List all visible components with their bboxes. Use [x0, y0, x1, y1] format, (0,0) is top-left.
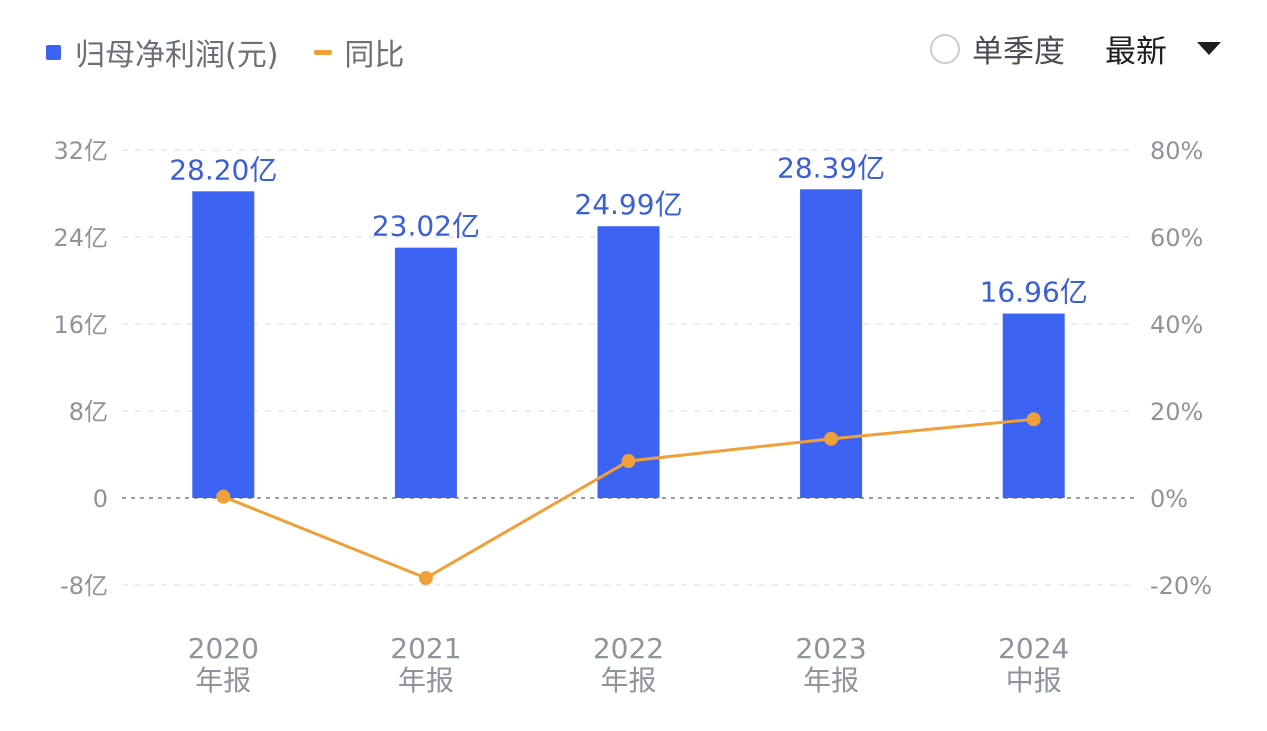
yoy-point — [418, 571, 433, 586]
yoy-point — [216, 489, 231, 504]
bar-profit — [192, 191, 255, 498]
left-axis-tick-label: 24亿 — [53, 224, 108, 252]
line-legend-label: 同比 — [344, 38, 405, 73]
yoy-point — [1026, 412, 1041, 427]
bar-profit — [394, 247, 457, 498]
quarter-toggle-label[interactable]: 单季度 — [972, 34, 1065, 70]
bar-legend-swatch — [46, 44, 61, 60]
left-axis-tick-label: 0 — [93, 485, 108, 513]
x-axis-period-label: 中报 — [1006, 664, 1062, 697]
right-axis-tick-label: 0% — [1150, 485, 1188, 513]
left-axis-tick-label: 32亿 — [53, 137, 108, 165]
left-axis-tick-label: 8亿 — [69, 398, 108, 426]
left-axis-tick-label: -8亿 — [60, 572, 108, 600]
period-select-value[interactable]: 最新 — [1105, 34, 1167, 70]
x-axis-year-label: 2022 — [593, 632, 664, 665]
right-axis-tick-label: 40% — [1150, 311, 1203, 339]
caret-down-icon[interactable] — [1197, 42, 1221, 55]
right-axis-tick-label: -20% — [1150, 572, 1212, 600]
chart-controls: 单季度 最新 — [930, 26, 1221, 71]
x-axis-year-label: 2023 — [795, 632, 866, 665]
bar-profit — [800, 189, 863, 499]
left-axis-tick-label: 16亿 — [53, 311, 108, 339]
quarter-radio[interactable] — [930, 33, 960, 64]
x-axis-period-label: 年报 — [803, 664, 859, 697]
yoy-point — [824, 431, 839, 446]
right-axis-tick-label: 60% — [1150, 224, 1203, 252]
x-axis-year-label: 2021 — [390, 632, 461, 665]
line-legend-swatch — [314, 49, 333, 55]
x-axis-year-label: 2024 — [998, 632, 1069, 665]
x-axis-year-label: 2020 — [188, 632, 259, 665]
legend: 归母净利润(元) 同比 — [46, 30, 404, 74]
yoy-point — [621, 454, 636, 469]
bar-data-label: 28.20亿 — [169, 153, 277, 186]
bar-profit — [597, 226, 660, 498]
bar-data-label: 16.96亿 — [980, 276, 1088, 309]
bar-profit — [1002, 313, 1065, 498]
x-axis-period-label: 年报 — [398, 664, 454, 697]
right-axis-tick-label: 20% — [1150, 398, 1203, 426]
right-axis-tick-label: 80% — [1150, 137, 1203, 165]
x-axis-period-label: 年报 — [600, 664, 656, 697]
bar-data-label: 24.99亿 — [574, 188, 682, 221]
bar-legend-label: 归母净利润(元) — [75, 38, 279, 73]
bar-data-label: 23.02亿 — [372, 210, 480, 243]
bar-data-label: 28.39亿 — [777, 151, 885, 184]
x-axis-period-label: 年报 — [195, 664, 251, 697]
